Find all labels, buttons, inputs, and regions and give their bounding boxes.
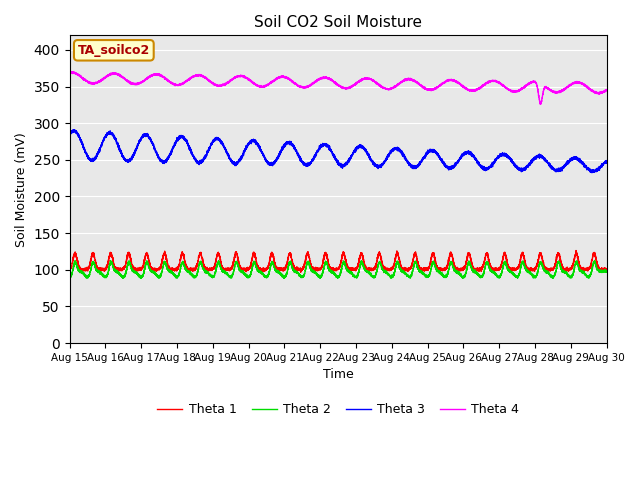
Theta 2	[573, 261, 581, 267]
Theta 3	[580, 162, 588, 168]
Theta 2	[591, 258, 598, 264]
Theta 2	[280, 276, 287, 281]
Line: Theta 4: Theta 4	[70, 72, 607, 104]
Text: TA_soilco2: TA_soilco2	[77, 44, 150, 57]
Theta 2	[603, 269, 611, 275]
Title: Soil CO2 Soil Moisture: Soil CO2 Soil Moisture	[254, 15, 422, 30]
Theta 1	[580, 266, 588, 272]
Theta 4	[603, 87, 611, 93]
Theta 4	[248, 79, 256, 84]
Theta 1	[474, 266, 481, 272]
Theta 1	[320, 256, 328, 262]
Theta 3	[70, 127, 77, 133]
Theta 1	[603, 267, 611, 273]
Theta 1	[458, 267, 466, 273]
Line: Theta 1: Theta 1	[70, 251, 607, 272]
Theta 4	[474, 86, 481, 92]
Theta 3	[248, 138, 256, 144]
Theta 2	[458, 275, 466, 280]
Theta 3	[588, 170, 596, 176]
Theta 2	[580, 270, 588, 276]
Theta 3	[474, 159, 481, 165]
Theta 4	[536, 101, 544, 107]
Theta 1	[297, 269, 305, 275]
Theta 1	[572, 248, 580, 253]
Theta 1	[66, 266, 74, 272]
Theta 2	[320, 264, 328, 270]
Theta 4	[68, 69, 76, 74]
Theta 4	[320, 74, 328, 80]
Theta 2	[66, 274, 74, 280]
Theta 3	[603, 158, 611, 164]
Theta 3	[458, 153, 466, 158]
Theta 3	[573, 156, 581, 162]
Theta 4	[66, 70, 74, 76]
Theta 4	[458, 83, 466, 88]
Line: Theta 3: Theta 3	[70, 130, 607, 173]
Line: Theta 2: Theta 2	[70, 261, 607, 278]
Theta 3	[320, 142, 328, 148]
Theta 4	[580, 82, 588, 87]
Theta 3	[66, 132, 74, 137]
Theta 2	[474, 271, 481, 276]
Theta 2	[248, 265, 256, 271]
Theta 1	[248, 256, 256, 262]
Theta 4	[573, 79, 581, 85]
Y-axis label: Soil Moisture (mV): Soil Moisture (mV)	[15, 132, 28, 247]
X-axis label: Time: Time	[323, 368, 353, 381]
Theta 1	[573, 255, 581, 261]
Legend: Theta 1, Theta 2, Theta 3, Theta 4: Theta 1, Theta 2, Theta 3, Theta 4	[152, 398, 524, 421]
